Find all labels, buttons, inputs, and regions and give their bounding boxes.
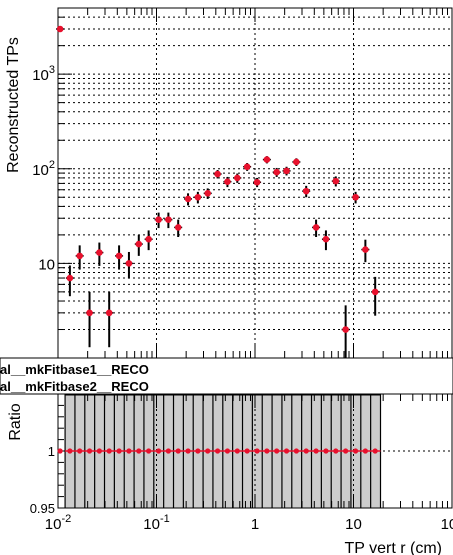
top-panel: 10 102 103 Reconstructed TPs: [5, 7, 453, 359]
ratio-point: [323, 448, 329, 454]
data-point: [76, 252, 83, 260]
xtick-label: 10-1: [143, 513, 169, 533]
data-point: [96, 249, 103, 256]
data-point: [66, 274, 74, 282]
ratio-point: [293, 448, 299, 454]
legend: al__mkFitbase1__RECO al__mkFitbase2__REC…: [0, 357, 453, 395]
xlabel: TP vert r (cm): [345, 540, 442, 555]
ratio-point: [274, 448, 280, 454]
data-point: [342, 326, 349, 333]
data-point: [165, 216, 172, 223]
ratio-point: [254, 448, 260, 454]
data-point: [302, 187, 310, 195]
ratio-point: [195, 448, 201, 454]
ratio-ytick-labels: 0.95 1: [30, 444, 55, 516]
data-point: [253, 178, 261, 186]
data-point: [155, 216, 162, 223]
data-point: [105, 309, 113, 317]
data-point: [135, 240, 143, 248]
data-point: [332, 177, 340, 185]
ratio-ytick-label: 1: [48, 444, 55, 459]
ratio-point: [86, 448, 93, 454]
ratio-point: [77, 448, 83, 454]
data-point: [362, 246, 369, 253]
ratio-point: [303, 448, 309, 454]
data-point: [233, 174, 241, 182]
data-point: [145, 235, 152, 243]
data-point: [273, 168, 280, 176]
data-point: [174, 224, 182, 231]
top-ytick-label-exp: 3: [49, 64, 55, 76]
xtick-label: 1: [251, 516, 259, 533]
data-point: [224, 178, 231, 185]
xtick-label: 10: [345, 516, 362, 533]
data-point: [56, 25, 64, 33]
ratio-point: [126, 448, 132, 454]
ratio-point: [185, 448, 191, 454]
data-point: [352, 193, 359, 201]
ratio-ticks: [57, 394, 448, 509]
data-point: [312, 224, 320, 231]
ratio-point: [343, 448, 349, 454]
top-ytick-labels: 10 102 103: [32, 64, 55, 273]
data-point: [214, 170, 221, 178]
xtick-label-exp: -2: [61, 513, 71, 525]
ratio-points: [57, 448, 381, 454]
data-point: [194, 193, 202, 201]
top-ylabel: Reconstructed TPs: [5, 37, 22, 173]
data-point: [204, 190, 212, 197]
legend-entry-1: al__mkFitbase1__RECO: [0, 362, 149, 377]
xtick-label: 10-2: [45, 513, 71, 533]
ratio-panel: 0.95 1 10-2 10-1 1 10 102 Ratio TP vert r (cm…: [7, 393, 453, 555]
ratio-point: [205, 448, 211, 454]
ratio-point: [244, 448, 250, 454]
ratio-point: [146, 448, 152, 454]
ratio-point: [313, 448, 319, 454]
data-point: [86, 309, 93, 317]
ratio-point: [175, 448, 181, 454]
top-ytick-label: 102: [32, 159, 55, 179]
data-point: [184, 195, 192, 203]
ratio-point: [283, 448, 290, 454]
data-point: [263, 156, 271, 163]
data-point: [371, 288, 379, 296]
data-point: [115, 252, 123, 260]
ratio-point: [333, 448, 339, 454]
xtick-label: 102: [441, 513, 453, 533]
ratio-point: [116, 448, 122, 454]
top-ytick-label: 10: [38, 256, 55, 273]
ratio-point: [352, 448, 359, 454]
ratio-point: [57, 448, 63, 454]
data-point: [322, 235, 330, 243]
ratio-point: [106, 448, 112, 454]
top-ytick-label-exp: 2: [49, 159, 55, 171]
ratio-point: [67, 448, 73, 454]
ratio-ylabel: Ratio: [7, 403, 24, 440]
ratio-point: [224, 448, 231, 454]
ratio-point: [214, 448, 221, 454]
ratio-point: [96, 448, 102, 454]
ratio-point: [234, 448, 240, 454]
top-ticks: [57, 8, 448, 358]
data-point: [283, 167, 290, 175]
top-ytick-label: 103: [32, 64, 55, 84]
ratio-point: [136, 448, 142, 454]
data-point: [243, 163, 251, 171]
xtick-label-exp: -1: [160, 513, 170, 525]
ratio-point: [372, 448, 378, 454]
ratio-point: [155, 448, 162, 454]
data-point: [125, 260, 133, 267]
data-point: [293, 158, 300, 166]
xtick-labels: 10-2 10-1 1 10 102: [45, 513, 453, 533]
legend-entry-2: al__mkFitbase2__RECO: [0, 379, 149, 394]
ratio-point: [165, 448, 171, 454]
ratio-point: [362, 448, 368, 454]
top-points: [56, 25, 380, 358]
ratio-ytick-label: 0.95: [30, 501, 55, 516]
ratio-point: [264, 448, 270, 454]
